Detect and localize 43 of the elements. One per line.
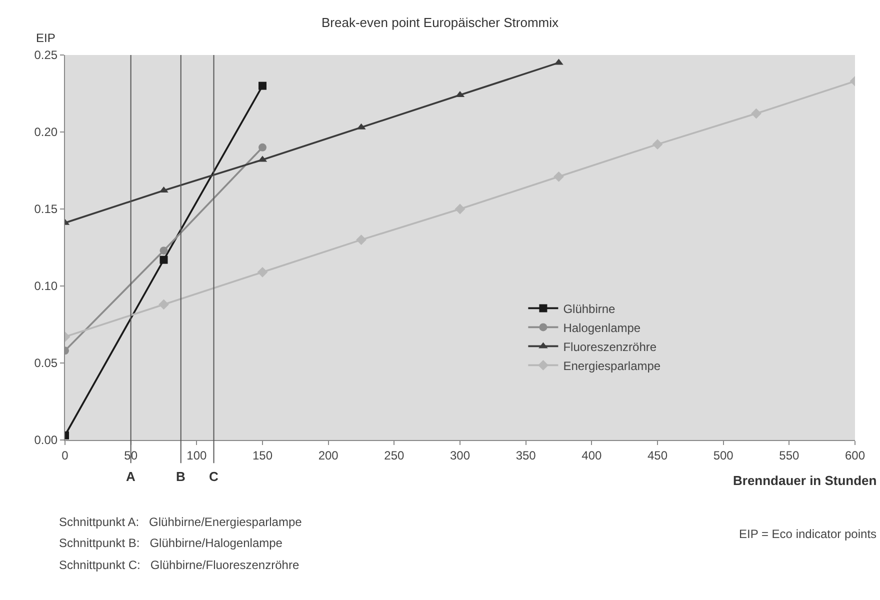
ref-line-label: B [176, 469, 186, 484]
x-tick-label: 550 [779, 448, 800, 462]
x-tick-label: 600 [844, 448, 866, 462]
legend-label: Energiesparlampe [563, 358, 661, 373]
y-axis-title: EIP [36, 31, 56, 45]
text: Schnittpunkt C: Glühbirne/Fluoreszenzröhre [59, 558, 300, 572]
legend-label: Fluoreszenzröhre [563, 340, 657, 354]
point [160, 246, 168, 255]
x-tick-label: 0 [62, 448, 69, 462]
point [554, 171, 564, 182]
y-tick-label: 0.25 [34, 48, 58, 62]
point [454, 204, 466, 214]
point [751, 108, 762, 119]
legend-label: Halogenlampe [563, 320, 641, 335]
point [158, 299, 169, 310]
x-tick-label: 150 [252, 448, 273, 462]
x-tick-label: 200 [318, 448, 339, 462]
y-tick-label: 0.05 [34, 356, 58, 370]
x-tick-label: 400 [582, 448, 602, 462]
y-tick-label: 0.00 [34, 433, 58, 448]
point [652, 139, 663, 150]
text: EIP = Eco indicator points [739, 527, 877, 541]
y-tick-label: 0.10 [34, 279, 58, 294]
ref-line-label: C [209, 469, 219, 484]
text: Schnittpunkt A: Glühbirne/Energiesparlampe [59, 515, 302, 529]
point [356, 234, 366, 245]
point [160, 256, 168, 264]
x-tick-label: 350 [516, 448, 536, 462]
x-tick-label: 450 [647, 448, 668, 462]
point [258, 143, 266, 152]
x-tick-label: 300 [450, 448, 470, 462]
y-tick-label: 0.20 [34, 125, 58, 140]
x-axis-title: Brenndauer in Stunden [733, 473, 877, 488]
x-tick-label: 250 [384, 448, 404, 462]
y-tick-label: 0.15 [34, 202, 58, 216]
x-tick-label: 100 [186, 448, 207, 462]
text: Schnittpunkt B: Glühbirne/Halogenlampe [59, 536, 283, 550]
chart-title: Break-even point Europäischer Strommix [322, 15, 559, 30]
legend-label: Glühbirne [563, 302, 616, 316]
ref-line-label: A [126, 469, 136, 484]
x-tick-label: 500 [713, 448, 734, 462]
point [258, 82, 266, 90]
point [257, 266, 268, 278]
